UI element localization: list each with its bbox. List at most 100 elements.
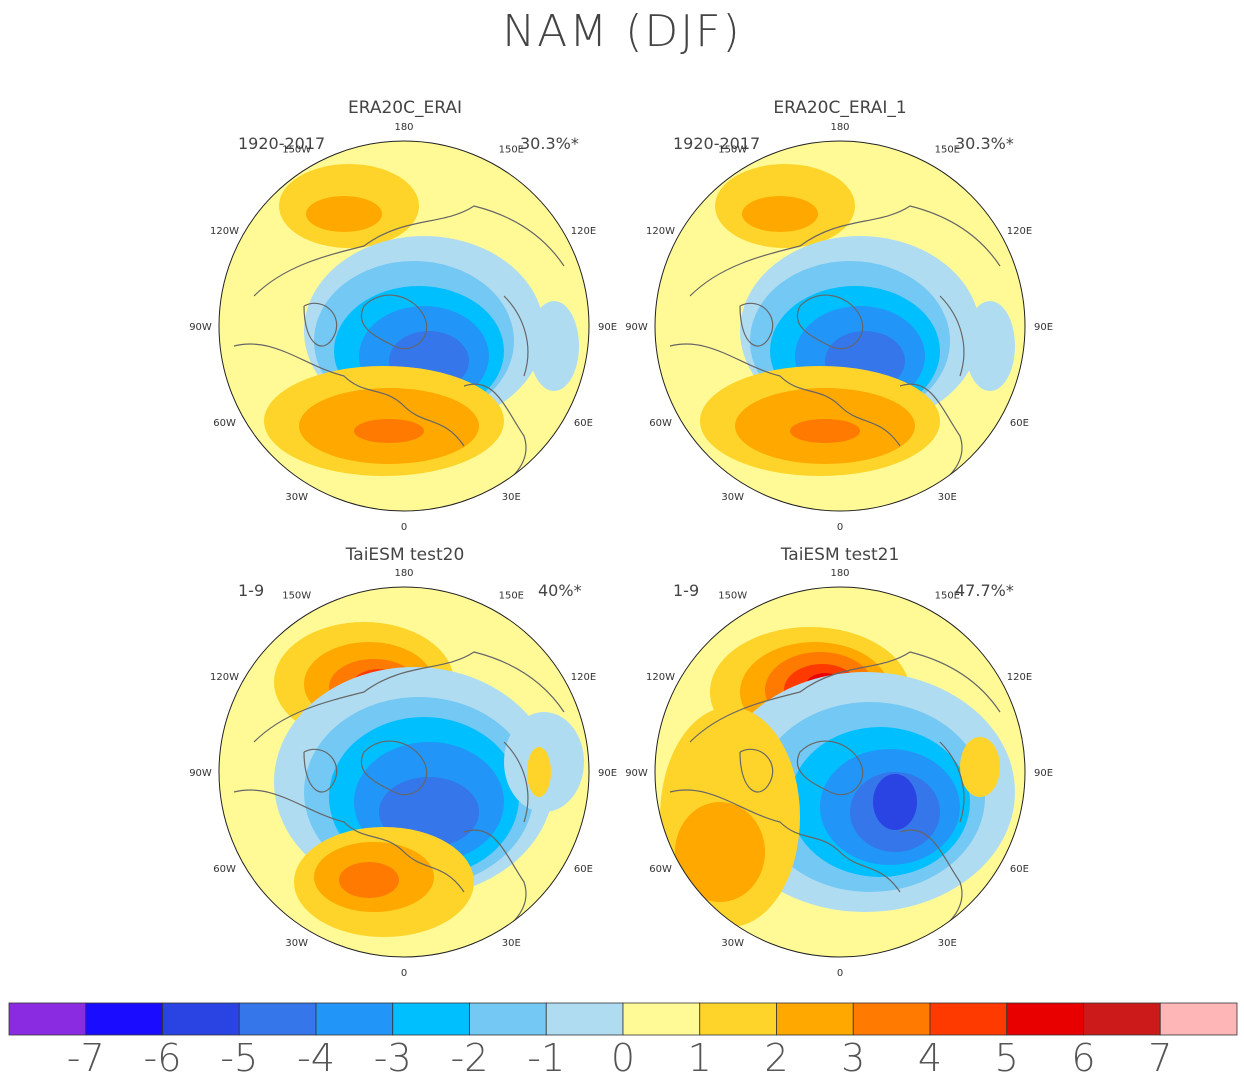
longitude-label: 60E	[1010, 864, 1029, 875]
longitude-label: 180	[394, 122, 413, 133]
coastline	[233, 343, 465, 447]
anomaly-contour	[965, 301, 1015, 391]
longitude-label: 120W	[646, 226, 675, 237]
colorbar-tick-label: 2	[764, 1036, 789, 1080]
panel-period: 1920-2017	[238, 134, 326, 153]
longitude-label: 30E	[502, 492, 521, 503]
coastline	[796, 294, 864, 350]
anomaly-contour	[742, 196, 818, 232]
anomaly-contour	[339, 862, 399, 898]
longitude-label: 180	[830, 568, 849, 579]
longitude-label: 120W	[210, 226, 239, 237]
map-panel-2: ERA20C_ERAI_1 1920-2017 30.3%*	[655, 98, 1075, 538]
coastline	[739, 748, 774, 793]
longitude-label: 150E	[499, 590, 524, 601]
coastline	[689, 651, 1001, 743]
anomaly-contour	[354, 419, 424, 443]
longitude-label: 0	[837, 968, 843, 979]
colorbar-tick-label: -7	[66, 1036, 105, 1080]
colorbar-tick-label: 5	[994, 1036, 1019, 1080]
anomaly-contour	[306, 196, 382, 232]
longitude-label: 120E	[1007, 672, 1032, 683]
longitude-label: 90E	[598, 768, 617, 779]
longitude-label: 150W	[718, 144, 747, 155]
panel-variance: 40%*	[538, 581, 582, 600]
panel-title: ERA20C_ERAI	[347, 98, 462, 118]
colorbar-segment	[545, 1002, 624, 1036]
anomaly-contour	[790, 419, 860, 443]
longitude-label: 120E	[571, 226, 596, 237]
colorbar-segment	[469, 1002, 547, 1036]
colorbar-tick-label: 6	[1071, 1036, 1096, 1080]
coastline	[669, 789, 901, 893]
longitude-label: 180	[394, 568, 413, 579]
panel-variance: 47.7%*	[955, 581, 1014, 600]
colorbar	[8, 1002, 1238, 1036]
longitude-label: 150E	[935, 144, 960, 155]
longitude-label: 0	[401, 522, 407, 533]
longitude-label: 120W	[210, 672, 239, 683]
colorbar-tick-label: 0	[610, 1036, 636, 1080]
panel-title: TaiESM test20	[345, 545, 465, 565]
coastline	[303, 302, 338, 347]
longitude-label: 60W	[649, 418, 672, 429]
coastline	[689, 205, 1001, 297]
colorbar-segment	[699, 1002, 777, 1036]
colorbar-segment	[929, 1002, 1008, 1036]
longitude-label: 120E	[1007, 226, 1032, 237]
map-border	[654, 140, 1026, 512]
colorbar-tick-label: 3	[841, 1036, 866, 1080]
panel-period: 1-9	[238, 581, 265, 600]
colorbar-segment	[776, 1002, 854, 1036]
colorbar-segment	[622, 1002, 701, 1036]
longitude-label: 30E	[938, 492, 957, 503]
colorbar-tick-label: 4	[917, 1036, 943, 1080]
longitude-label: 60E	[574, 864, 593, 875]
polar-map: 180 150E 120E 90E 60E 30E 0 30W 60W 90W 120W 150W	[625, 568, 1053, 979]
longitude-label: 0	[401, 968, 407, 979]
longitude-label: 90E	[598, 322, 617, 333]
coastline	[669, 343, 901, 447]
longitude-label: 120W	[646, 672, 675, 683]
colorbar-tick-label: -4	[297, 1036, 335, 1080]
coastline	[360, 740, 428, 796]
longitude-label: 90W	[189, 322, 212, 333]
map-border	[654, 586, 1026, 958]
longitude-label: 30W	[721, 492, 744, 503]
colorbar-segment	[1006, 1002, 1084, 1036]
longitude-label: 60W	[213, 418, 236, 429]
longitude-label: 180	[830, 122, 849, 133]
colorbar-tick-label: -5	[220, 1036, 259, 1080]
polar-map: 180 150E 120E 90E 60E 30E 0 30W 60W 90W 120W 150W	[625, 122, 1053, 533]
longitude-label: 90W	[189, 768, 212, 779]
colorbar-segment	[852, 1002, 931, 1036]
anomaly-field	[233, 164, 579, 497]
colorbar-segment	[85, 1002, 163, 1036]
polar-map: 180 150E 120E 90E 60E 30E 0 30W 60W 90W 120W 150W	[189, 122, 617, 533]
colorbar-tick-label: -3	[373, 1036, 412, 1080]
anomaly-contour	[529, 301, 579, 391]
anomaly-contour	[675, 802, 765, 902]
colorbar-segment	[238, 1002, 317, 1036]
longitude-label: 60W	[649, 864, 672, 875]
longitude-label: 30W	[285, 938, 308, 949]
longitude-label: 150W	[282, 144, 311, 155]
map-panel-3: TaiESM test20 1-9 40%*	[220, 545, 640, 985]
coastline	[939, 741, 965, 823]
coastline	[939, 295, 965, 377]
longitude-label: 90W	[625, 768, 648, 779]
colorbar-tick-label: -6	[143, 1036, 182, 1080]
coastline	[360, 294, 428, 350]
longitude-label: 150E	[935, 590, 960, 601]
longitude-label: 0	[837, 522, 843, 533]
coastline	[503, 741, 529, 823]
coastline	[253, 205, 565, 297]
coastline	[253, 651, 565, 743]
panel-period: 1920-2017	[673, 134, 761, 153]
longitude-label: 30E	[502, 938, 521, 949]
map-border	[218, 586, 590, 958]
longitude-label: 30W	[721, 938, 744, 949]
colorbar-tick-label: -1	[527, 1036, 566, 1080]
longitude-label: 150W	[282, 590, 311, 601]
panel-title: ERA20C_ERAI_1	[773, 98, 907, 118]
